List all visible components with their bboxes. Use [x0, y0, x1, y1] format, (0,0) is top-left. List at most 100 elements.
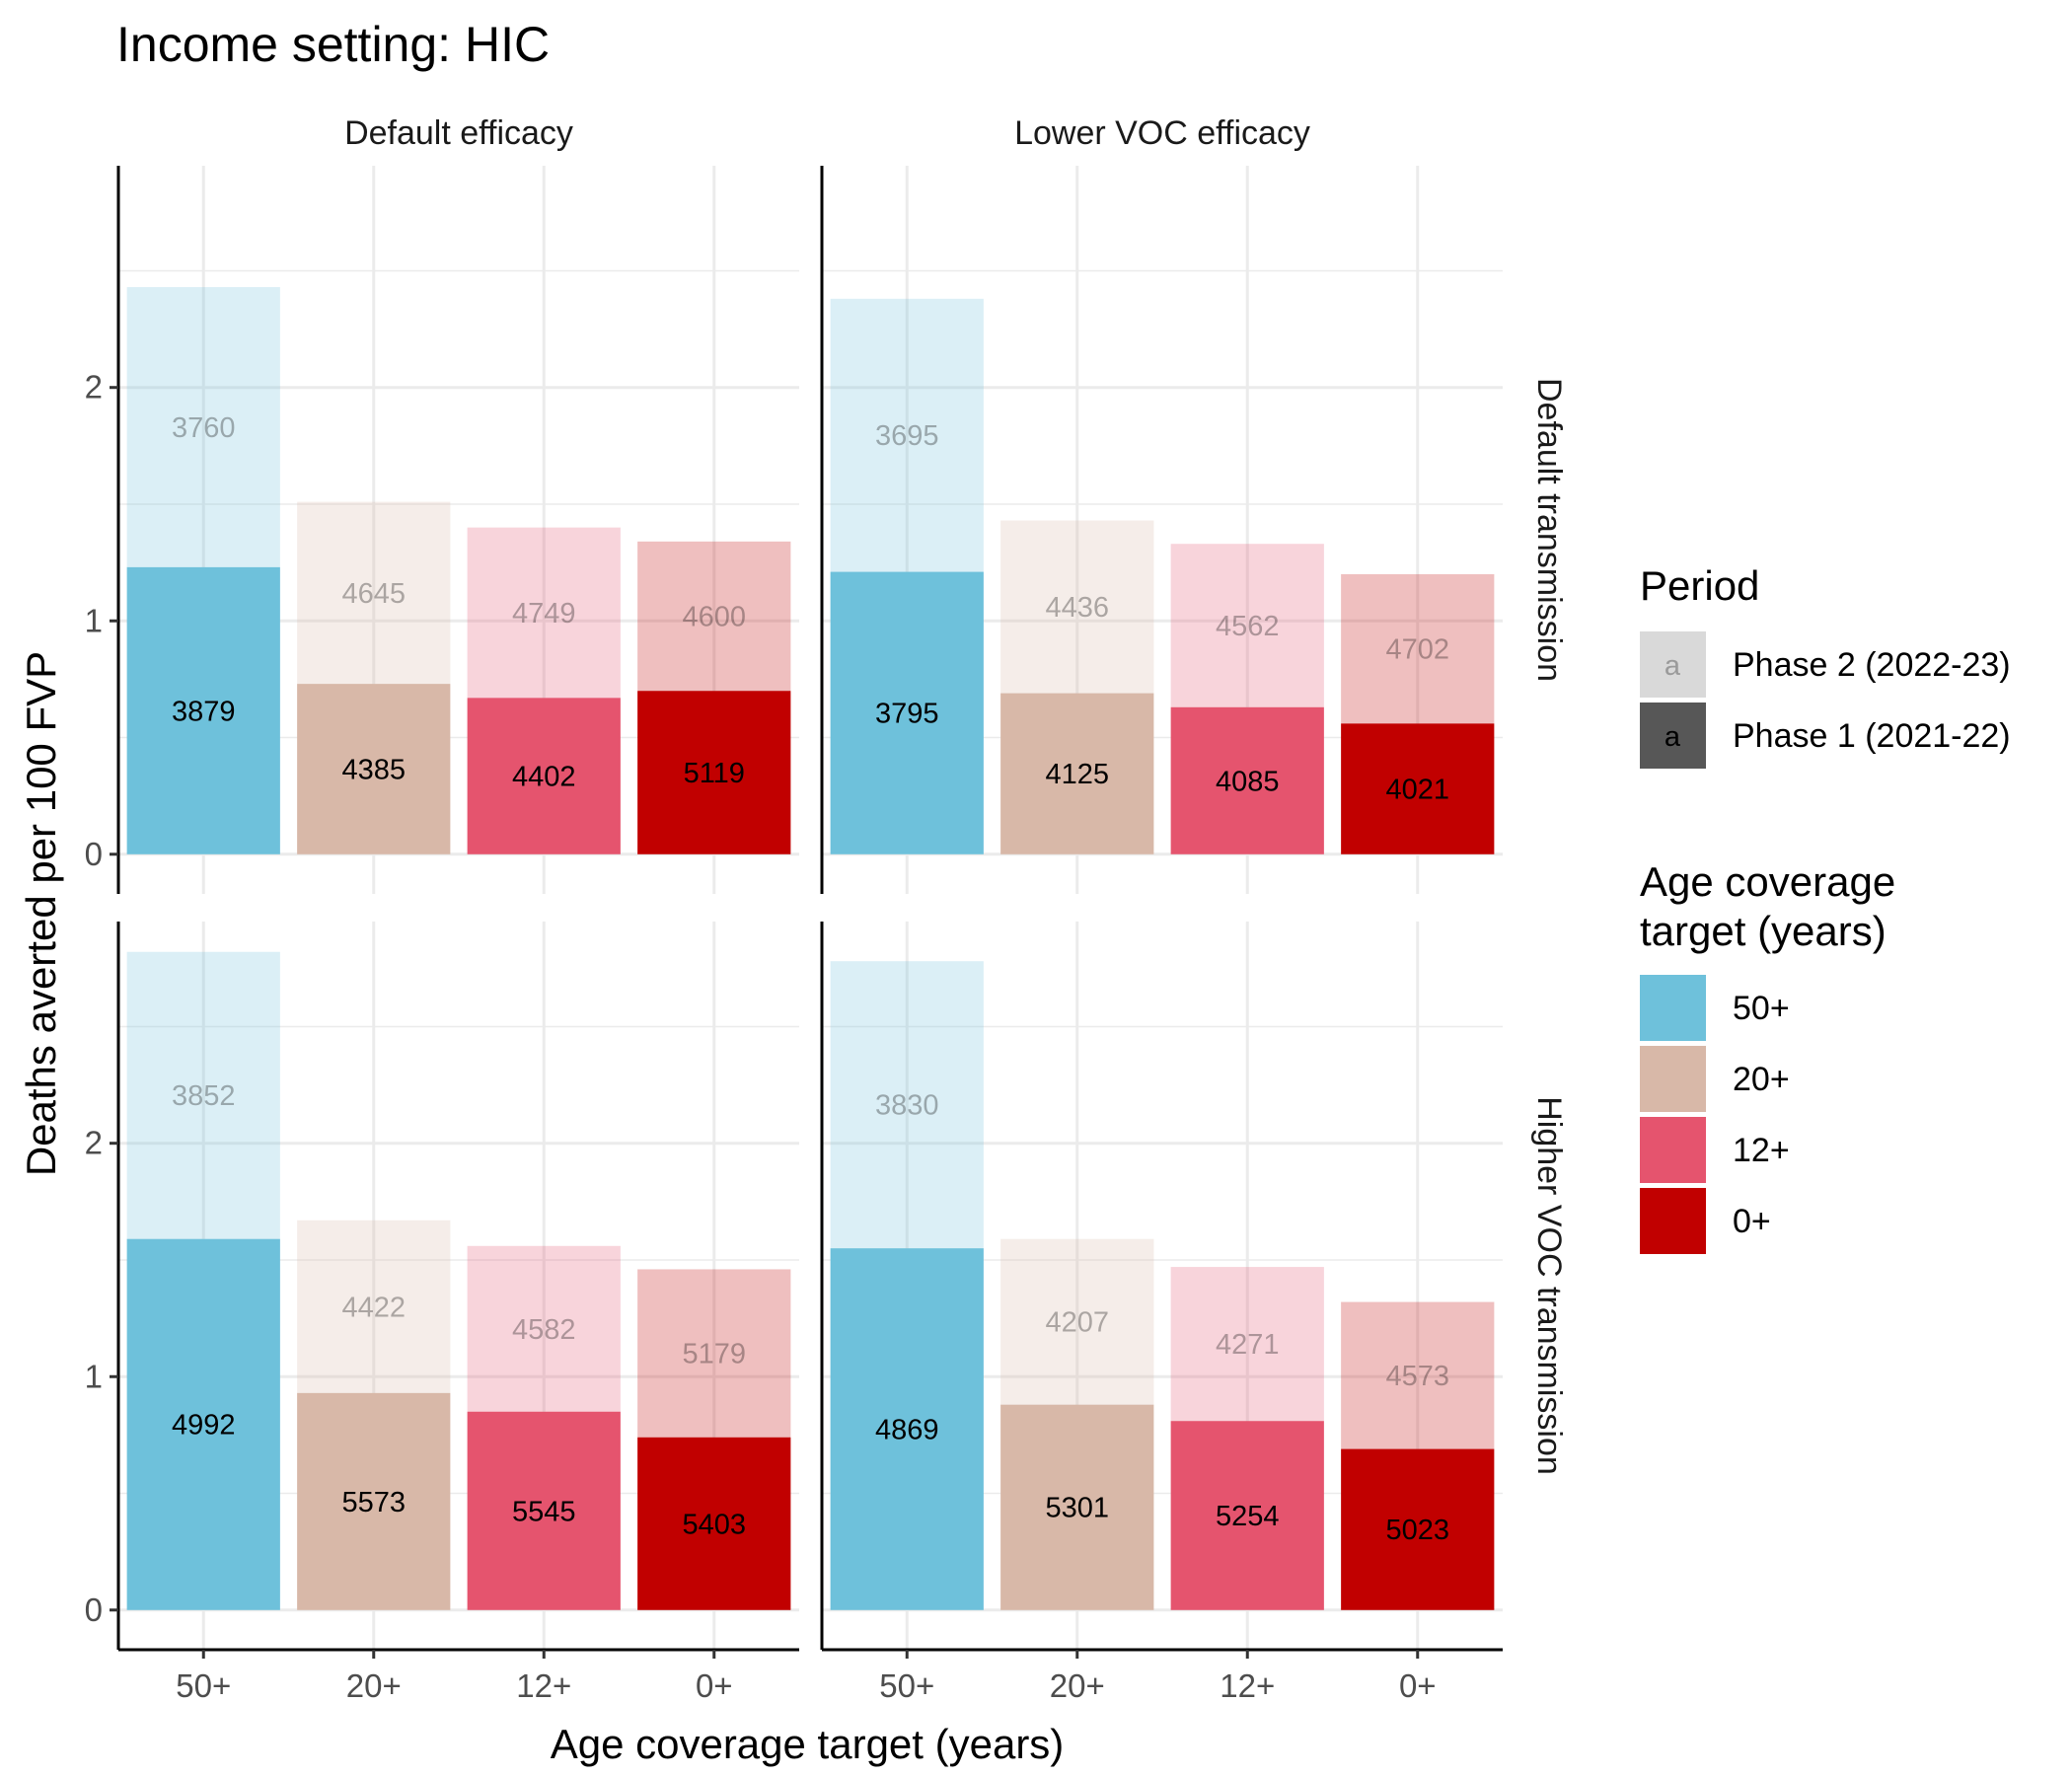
data-label-phase2: 3830	[875, 1090, 939, 1122]
bar-phase1	[126, 566, 280, 854]
facet-panel: 3830 4869 4207 5301 4271 5254 4573 5023 50+ 20+ 12…	[820, 922, 1568, 1704]
data-label-phase2: 4749	[512, 598, 576, 629]
facet-row-label: Higher VOC transmission	[1530, 1096, 1568, 1475]
data-label-phase2: 4600	[682, 602, 746, 633]
bar-phase2	[126, 287, 280, 567]
data-label-phase1: 5023	[1385, 1515, 1449, 1546]
bar-phase2	[637, 1269, 791, 1438]
legend-glyph: a	[1665, 721, 1681, 753]
legends-layer: Period a Phase 2 (2022-23) a Phase 1 (2021-2…	[1640, 562, 2011, 1254]
bar-phase1	[126, 1238, 280, 1610]
bar-phase1	[830, 1248, 984, 1610]
data-label-phase2: 4207	[1045, 1307, 1109, 1339]
facet-panel: 3695 3795 4436 4125 4562 4085 4702 4021 Lower VO…	[820, 114, 1568, 894]
data-label-phase2: 4422	[341, 1292, 406, 1323]
bar-phase2	[637, 541, 791, 692]
bar-phase2	[1170, 1267, 1324, 1422]
data-label-phase1: 5545	[512, 1496, 576, 1527]
data-label-phase1: 4085	[1216, 766, 1280, 797]
bar-phase2	[1170, 544, 1324, 707]
x-tick-label: 50+	[879, 1667, 934, 1704]
facet-column-label: Lower VOC efficacy	[1014, 114, 1310, 152]
y-axis-title: Deaths averted per 100 FVP	[18, 651, 64, 1176]
y-tick-label: 2	[85, 369, 103, 406]
facet-panel: 3852 4992 4422 5573 4582 5545 5179 5403 0 1 2 50+ 20…	[85, 922, 799, 1704]
bar-phase1	[467, 1411, 621, 1610]
legend-label-phase2: Phase 2 (2022-23)	[1733, 646, 2011, 684]
bar-phase1	[297, 1392, 451, 1610]
x-tick-label: 0+	[1399, 1667, 1437, 1704]
data-label-phase2: 4645	[341, 578, 406, 610]
y-tick-label: 0	[85, 836, 103, 872]
bar-phase2	[830, 298, 984, 572]
bar-phase1	[467, 698, 621, 854]
x-axis-title: Age coverage target (years)	[551, 1721, 1065, 1767]
legend-period-title: Period	[1640, 562, 1759, 609]
bar-phase2	[1341, 1301, 1495, 1449]
bar-phase2	[1000, 1238, 1154, 1405]
bar-phase1	[297, 684, 451, 854]
y-tick-label: 0	[85, 1591, 103, 1628]
bar-phase1	[637, 1437, 791, 1610]
legend-key-age	[1640, 975, 1706, 1041]
legend-label-age: 12+	[1733, 1132, 1790, 1169]
legend-key-age	[1640, 1188, 1706, 1254]
legend-key-age	[1640, 1046, 1706, 1112]
data-label-phase1: 3795	[875, 699, 939, 730]
x-tick-label: 12+	[1220, 1667, 1275, 1704]
data-label-phase1: 4402	[512, 762, 576, 793]
chart-title: Income setting: HIC	[116, 17, 550, 72]
bar-phase2	[126, 951, 280, 1239]
bar-phase2	[467, 1245, 621, 1412]
data-label-phase1: 4869	[875, 1414, 939, 1445]
data-label-phase1: 4125	[1045, 759, 1109, 790]
data-label-phase1: 4992	[172, 1410, 236, 1442]
data-label-phase1: 5403	[682, 1509, 746, 1540]
legend-label-age: 0+	[1733, 1203, 1771, 1240]
data-label-phase2: 5179	[682, 1339, 746, 1370]
legend-key-phase1	[1640, 703, 1706, 769]
legend-label-age: 20+	[1733, 1061, 1790, 1098]
data-label-phase2: 4702	[1385, 634, 1449, 666]
data-label-phase1: 5254	[1216, 1501, 1280, 1532]
data-label-phase2: 3852	[172, 1080, 236, 1112]
data-label-phase1: 3879	[172, 696, 236, 727]
data-label-phase1: 5119	[684, 758, 745, 789]
legend-age-title: Age coverage	[1640, 858, 1895, 905]
data-label-phase2: 4573	[1385, 1361, 1449, 1392]
bar-phase1	[1341, 723, 1495, 854]
data-label-phase2: 4271	[1216, 1329, 1280, 1361]
legend-key-phase2	[1640, 631, 1706, 698]
facet-row-label: Default transmission	[1530, 378, 1568, 682]
y-tick-label: 1	[85, 1358, 103, 1394]
data-label-phase1: 4385	[341, 754, 406, 785]
bar-phase2	[297, 1220, 451, 1393]
bar-phase1	[1170, 706, 1324, 854]
legend-glyph: a	[1665, 650, 1681, 682]
x-tick-label: 0+	[696, 1667, 733, 1704]
x-tick-label: 50+	[176, 1667, 231, 1704]
x-tick-label: 12+	[516, 1667, 571, 1704]
data-label-phase1: 5301	[1045, 1493, 1109, 1524]
bar-phase2	[1341, 573, 1495, 724]
x-tick-label: 20+	[346, 1667, 402, 1704]
data-label-phase2: 3760	[172, 412, 236, 444]
bar-phase2	[1000, 520, 1154, 694]
legend-label-phase1: Phase 1 (2021-22)	[1733, 717, 2011, 755]
facet-column-label: Default efficacy	[344, 114, 573, 152]
legend-key-age	[1640, 1117, 1706, 1183]
data-label-phase2: 4436	[1045, 592, 1109, 624]
bar-phase1	[1000, 1404, 1154, 1610]
data-label-phase1: 4021	[1385, 775, 1449, 806]
x-tick-label: 20+	[1050, 1667, 1105, 1704]
legend-label-age: 50+	[1733, 990, 1790, 1027]
panels-layer: 3760 3879 4645 4385 4749 4402 4600 5119 0 1 2 Defau…	[85, 114, 1568, 1704]
bar-phase1	[1341, 1448, 1495, 1610]
bar-phase1	[830, 571, 984, 854]
bar-phase1	[637, 691, 791, 854]
bar-phase1	[1170, 1421, 1324, 1610]
data-label-phase2: 4562	[1216, 611, 1280, 642]
bar-phase2	[467, 527, 621, 699]
data-label-phase2: 4582	[512, 1314, 576, 1346]
